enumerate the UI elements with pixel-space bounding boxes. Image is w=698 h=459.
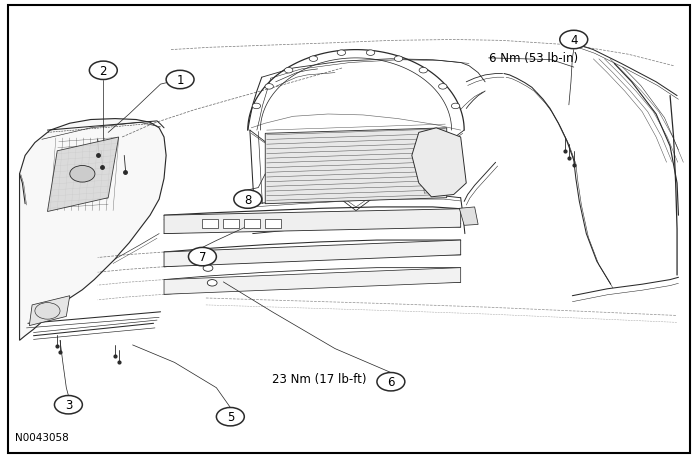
Bar	[265, 219, 281, 229]
Circle shape	[54, 396, 82, 414]
Circle shape	[419, 68, 427, 74]
Polygon shape	[164, 241, 461, 267]
Polygon shape	[20, 119, 166, 341]
Circle shape	[438, 84, 447, 90]
Circle shape	[394, 57, 403, 62]
Circle shape	[377, 373, 405, 391]
Bar	[244, 219, 260, 229]
Text: 6 Nm (53 lb-in): 6 Nm (53 lb-in)	[489, 52, 578, 65]
Polygon shape	[29, 296, 70, 326]
Circle shape	[89, 62, 117, 80]
Polygon shape	[164, 209, 461, 234]
Circle shape	[35, 303, 60, 319]
Circle shape	[366, 51, 375, 56]
Polygon shape	[265, 129, 447, 204]
Text: 4: 4	[570, 34, 577, 47]
Circle shape	[560, 31, 588, 50]
Text: 1: 1	[177, 74, 184, 87]
Circle shape	[252, 104, 260, 109]
Circle shape	[207, 280, 217, 286]
Text: N0043058: N0043058	[15, 431, 69, 442]
Circle shape	[452, 104, 460, 109]
Text: 5: 5	[227, 410, 234, 423]
Circle shape	[309, 57, 318, 62]
Polygon shape	[459, 207, 478, 226]
Circle shape	[70, 166, 95, 183]
Text: 23 Nm (17 lb-ft): 23 Nm (17 lb-ft)	[272, 372, 366, 385]
Circle shape	[203, 265, 213, 272]
Text: 2: 2	[100, 65, 107, 78]
Circle shape	[188, 248, 216, 266]
Polygon shape	[47, 138, 119, 212]
Text: 8: 8	[244, 193, 251, 206]
Circle shape	[216, 408, 244, 426]
Circle shape	[285, 68, 293, 74]
Polygon shape	[412, 129, 466, 197]
Circle shape	[234, 190, 262, 209]
Text: 7: 7	[199, 251, 206, 263]
Text: 3: 3	[65, 398, 72, 411]
Circle shape	[166, 71, 194, 90]
Circle shape	[199, 251, 209, 257]
Circle shape	[337, 51, 346, 56]
Polygon shape	[164, 268, 461, 295]
Bar	[223, 219, 239, 229]
Text: 6: 6	[387, 375, 394, 388]
Bar	[202, 219, 218, 229]
Circle shape	[265, 84, 274, 90]
